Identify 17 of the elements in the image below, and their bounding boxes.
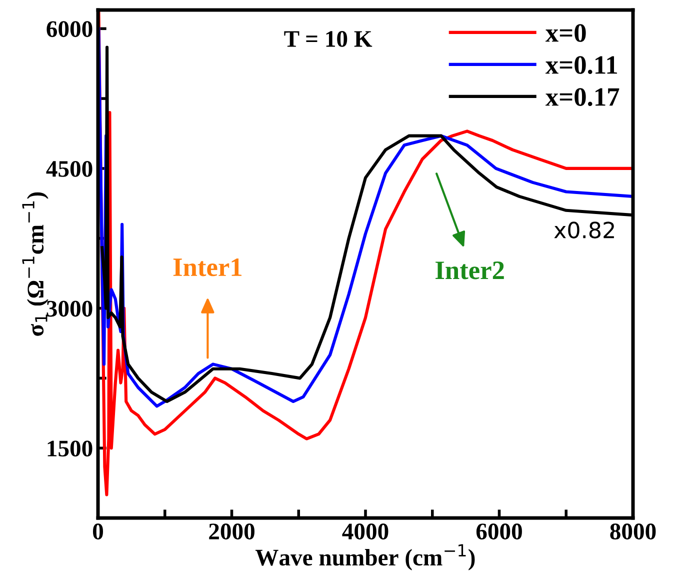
- annotation: Inter1: [173, 258, 242, 276]
- x-tick-label: 0: [92, 524, 104, 540]
- y-tick-label: 6000: [46, 21, 92, 38]
- x-tick-label: 6000: [476, 524, 522, 540]
- legend-label: x=0.17: [545, 88, 620, 106]
- x-tick-label: 2000: [209, 524, 254, 540]
- legend-label: x=0.11: [545, 56, 617, 74]
- legend-label: x=0: [545, 24, 586, 42]
- annotation: T = 10 K: [284, 31, 372, 47]
- y-tick-label: 3000: [46, 300, 92, 317]
- x-tick-label: 4000: [342, 524, 388, 540]
- x-tick-label: 8000: [610, 524, 656, 540]
- annotation: Inter2: [436, 262, 504, 280]
- y-tick-label: 4500: [46, 160, 92, 177]
- y-tick-label: 1500: [48, 440, 92, 457]
- annotation: x0.82: [554, 222, 614, 238]
- x-axis-title: Wave number (cm$^{−1}$): [255, 544, 475, 570]
